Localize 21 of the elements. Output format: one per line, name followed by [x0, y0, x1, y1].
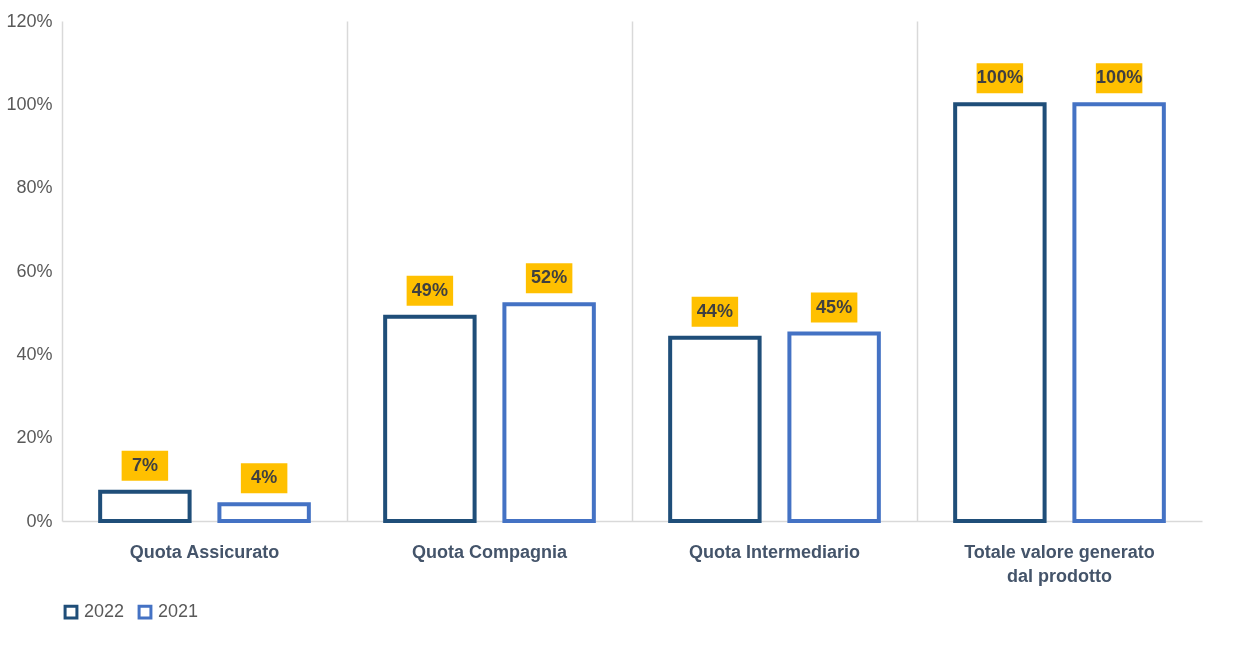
data-label: 45% — [816, 296, 853, 317]
data-label: 49% — [411, 279, 448, 300]
x-tick-label: Quota Assicurato — [129, 541, 280, 562]
data-label: 7% — [131, 454, 158, 475]
x-tick-label: Quota Intermediario — [688, 541, 861, 562]
data-label: 52% — [531, 267, 568, 288]
y-tick-label: 0% — [26, 510, 53, 531]
x-tick-label: Totale valore generato dal prodotto — [964, 541, 1155, 586]
y-tick-label: 40% — [16, 343, 53, 364]
legend-label: 2021 — [158, 601, 199, 622]
legend-label: 2022 — [84, 601, 125, 622]
data-label: 44% — [696, 300, 733, 321]
data-label: 100% — [1096, 67, 1143, 88]
y-tick-label: 80% — [16, 177, 53, 198]
data-label: 4% — [251, 467, 278, 488]
y-tick-label: 120% — [6, 10, 53, 31]
x-tick-label: Quota Compagnia — [411, 541, 568, 562]
data-label: 100% — [976, 67, 1023, 88]
y-tick-label: 100% — [6, 93, 53, 114]
y-tick-label: 60% — [16, 260, 53, 281]
y-tick-label: 20% — [16, 427, 53, 448]
